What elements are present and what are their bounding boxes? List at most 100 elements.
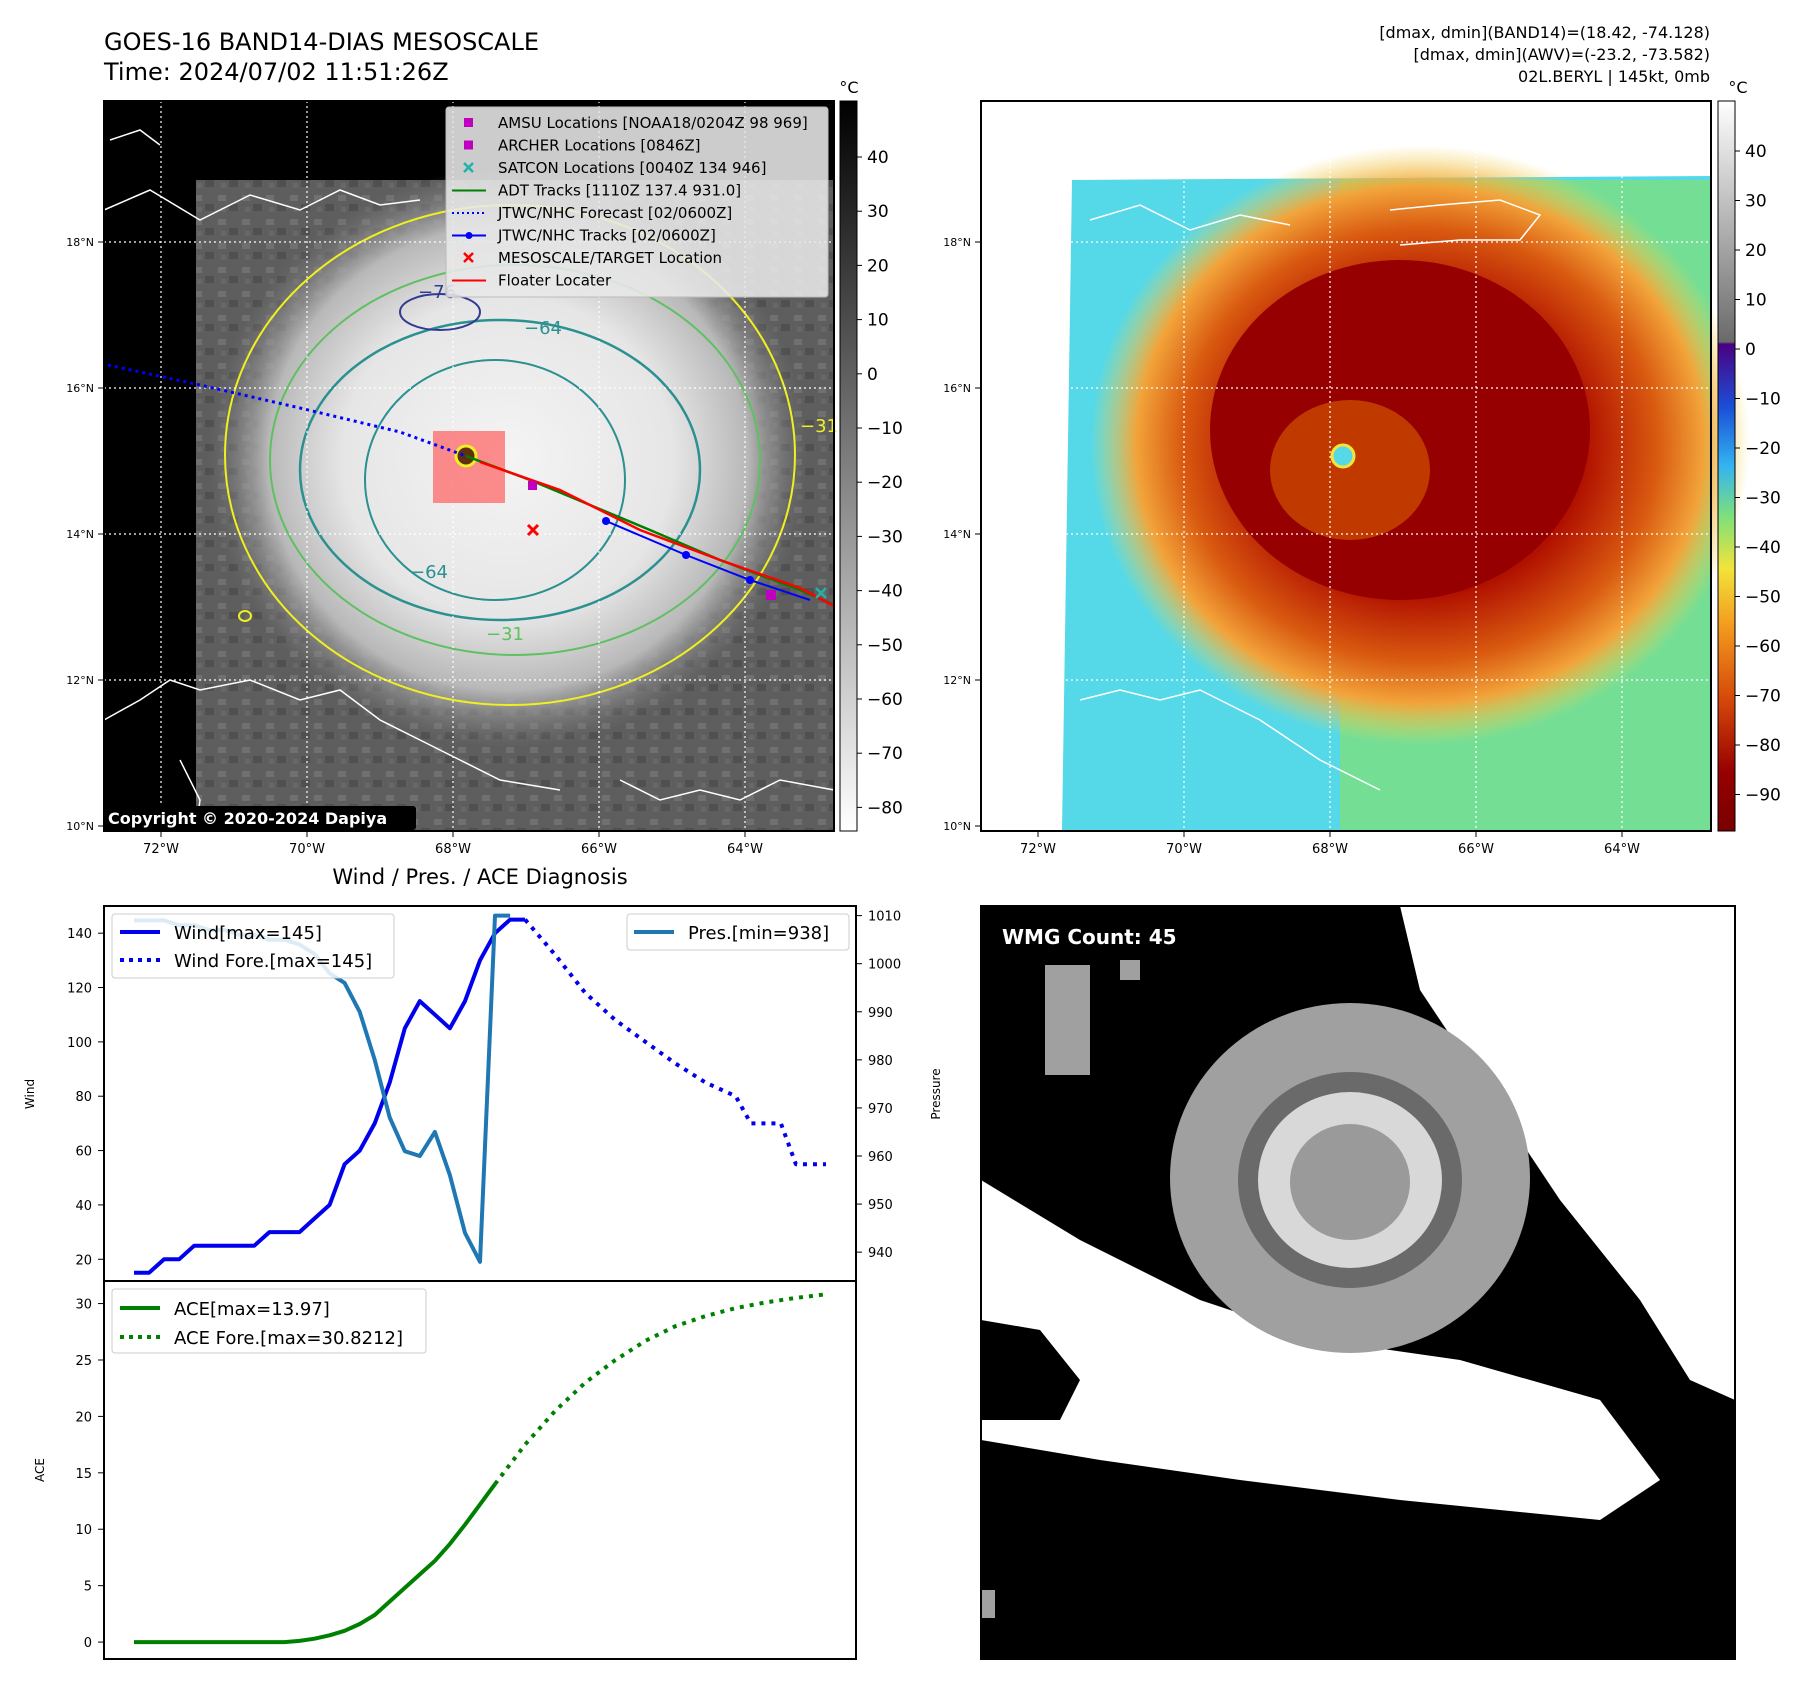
wind-legend: Wind[max=145] Wind Fore.[max=145] — [111, 913, 395, 979]
colorbar-tick-label: −40 — [1745, 538, 1781, 558]
colorbar-tick-label: −10 — [867, 419, 903, 439]
ace-axis-label: ACE — [33, 1458, 47, 1482]
ir-colorbar-unit: °C — [839, 78, 858, 97]
ir-map-panel: −76 −64 −64 −31 −31 — [66, 100, 838, 857]
colorbar-tick-label: −80 — [1745, 736, 1781, 756]
archer-location-marker — [528, 481, 537, 490]
y-tick-label: 20 — [75, 1253, 92, 1268]
wmg-pixel — [1045, 965, 1090, 1075]
series-line — [493, 1292, 827, 1486]
y-tick-label: 60 — [75, 1145, 92, 1160]
colorbar-tick-label: −30 — [1745, 489, 1781, 509]
legend-label: SATCON Locations [0040Z 134 946] — [498, 159, 766, 177]
awv-colorbar: °C 40 30 20 10 0 −10 −20 −30 −40 −50 −60 −70 −80 −90 — [1717, 78, 1781, 832]
legend-item: ARCHER Locations [0846Z] — [464, 137, 701, 155]
y-tick-label: 140 — [67, 927, 92, 942]
colorbar-tick-label: 20 — [1745, 241, 1767, 261]
storm-info-text: 02L.BERYL | 145kt, 0mb — [1518, 67, 1710, 86]
y-tick-label: 25 — [75, 1354, 92, 1369]
colorbar-tick-label: 0 — [867, 365, 878, 385]
y-tick-label: 120 — [67, 982, 92, 997]
contour-ring — [364, 359, 626, 601]
y-tick-label: 100 — [67, 1036, 92, 1051]
legend-label: ARCHER Locations [0846Z] — [498, 137, 701, 155]
lat-tick-label: 18°N — [943, 236, 971, 249]
wind-legend-label: Wind[max=145] — [174, 923, 322, 944]
mesoscale-target-marker — [526, 523, 540, 537]
colorbar-tick-label: −10 — [1745, 390, 1781, 410]
contour-ring — [399, 293, 481, 331]
ir-colorbar-gradient — [839, 100, 858, 832]
pressure-axis-label: Pressure — [929, 1068, 943, 1119]
lat-tick-label: 16°N — [943, 382, 971, 395]
contour-label: −64 — [524, 318, 562, 339]
lon-tick-label: 64°W — [727, 842, 763, 857]
contour-label: −64 — [410, 562, 448, 583]
y-tick-label: 10 — [75, 1523, 92, 1538]
ace-legend-label: ACE[max=13.97] — [174, 1299, 330, 1320]
legend-item: Floater Locater — [452, 272, 612, 290]
y-tick-label: 80 — [75, 1090, 92, 1105]
colorbar-tick-label: 20 — [867, 256, 889, 276]
wmg-count-label: WMG Count: 45 — [1002, 925, 1177, 949]
legend-label: JTWC/NHC Forecast [02/0600Z] — [497, 204, 732, 222]
floater-locater-track — [479, 460, 835, 608]
legend-marker — [463, 252, 474, 263]
diagnosis-chart-title: Wind / Pres. / ACE Diagnosis — [332, 865, 627, 889]
wmg-eye — [1290, 1124, 1410, 1240]
jtwc-track-point — [746, 576, 754, 584]
colorbar-tick-label: −40 — [867, 582, 903, 602]
legend-label: AMSU Locations [NOAA18/0204Z 98 969] — [498, 114, 808, 132]
pressure-legend-label: Pres.[min=938] — [688, 923, 829, 944]
series-line — [134, 917, 526, 1275]
lat-tick-label: 10°N — [66, 820, 94, 833]
lat-tick-label: 18°N — [66, 236, 94, 249]
colorbar-tick-label: −80 — [867, 798, 903, 818]
legend-item: AMSU Locations [NOAA18/0204Z 98 969] — [464, 114, 808, 132]
lat-tick-label: 14°N — [943, 528, 971, 541]
wmg-white-region — [1400, 906, 1735, 1400]
y-right-tick-label: 970 — [868, 1102, 893, 1117]
y-tick-label: 40 — [75, 1199, 92, 1214]
awv-eye — [1330, 443, 1356, 469]
awv-colorbar-unit: °C — [1728, 78, 1747, 97]
legend-item: MESOSCALE/TARGET Location — [463, 249, 722, 267]
amsu-location-marker — [766, 590, 776, 600]
ir-map-frame — [103, 100, 835, 832]
contour-ring — [298, 318, 702, 622]
lon-tick-label: 72°W — [143, 842, 179, 857]
ace-chart: ACE 0 5 10 15 20 25 30 ACE[max=13.97] ACE Fore… — [33, 1280, 857, 1660]
legend-marker-dot — [465, 232, 473, 239]
wmg-frame — [980, 905, 1736, 1660]
lon-tick-label: 68°W — [435, 842, 471, 857]
colorbar-tick-label: 30 — [1745, 192, 1767, 212]
y-tick-label: 30 — [75, 1298, 92, 1313]
copyright-box — [104, 806, 416, 830]
legend-item: SATCON Locations [0040Z 134 946] — [463, 159, 766, 177]
legend-item: ADT Tracks [1110Z 137.4 931.0] — [452, 182, 741, 200]
y-tick-label: 0 — [84, 1636, 92, 1651]
y-right-tick-label: 980 — [868, 1054, 893, 1069]
wmg-white-region — [981, 1320, 1080, 1420]
contour-label: −31 — [486, 624, 524, 645]
wind-legend-box — [111, 913, 395, 979]
colorbar-tick-label: −60 — [1745, 637, 1781, 657]
legend-label: ADT Tracks [1110Z 137.4 931.0] — [498, 182, 741, 200]
lon-tick-label: 68°W — [1312, 842, 1348, 857]
colorbar-tick-label: 10 — [867, 311, 889, 331]
legend-box — [445, 106, 829, 298]
pressure-legend-box — [626, 913, 850, 951]
awv-coastlines — [1079, 199, 1542, 791]
contour-label: −31 — [800, 416, 838, 437]
y-tick-label: 5 — [84, 1580, 92, 1595]
pressure-legend: Pres.[min=938] — [626, 913, 850, 951]
figure-title-line1: GOES-16 BAND14-DIAS MESOSCALE — [104, 28, 539, 56]
awv-map-panel: 72°W 70°W 68°W 66°W 64°W 18°N 16°N 14°N 12°N 10°… — [943, 100, 1750, 857]
wmg-label-bg — [992, 918, 1192, 952]
lon-tick-label: 66°W — [581, 842, 617, 857]
legend-marker — [464, 140, 473, 150]
lat-tick-label: 16°N — [66, 382, 94, 395]
legend-marker — [464, 118, 473, 127]
y-right-tick-label: 940 — [868, 1246, 893, 1261]
